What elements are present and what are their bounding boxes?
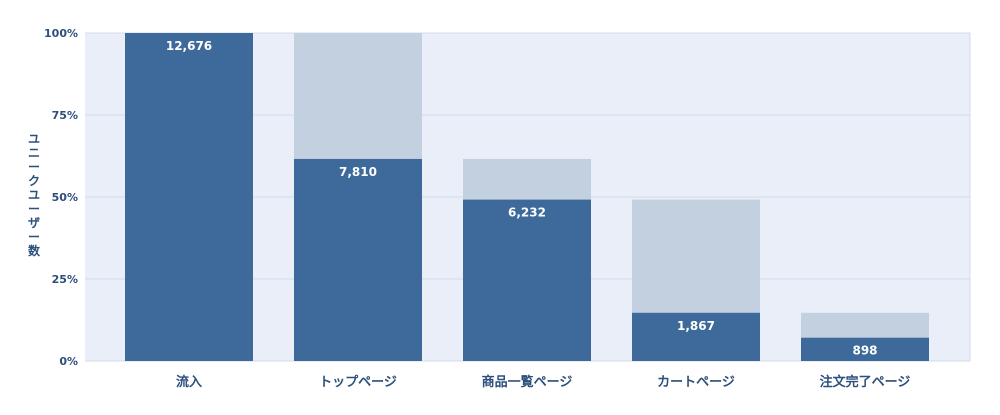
bar-data-label: 898 — [852, 344, 877, 358]
y-axis-title-char: ー — [28, 230, 40, 244]
y-axis-title: ユニークユーザー数 — [28, 132, 41, 258]
bar-value — [801, 337, 929, 361]
y-axis-title-char: ク — [28, 174, 40, 188]
x-category-label: トップページ — [319, 375, 397, 390]
y-tick-label: 100% — [44, 27, 78, 40]
bar-data-label: 7,810 — [339, 165, 377, 179]
y-tick-label: 75% — [52, 109, 78, 122]
bar-data-label: 1,867 — [677, 319, 715, 333]
data-labels: 12,676 7,810 6,232 1,867 898 — [166, 39, 878, 358]
bar-value — [463, 199, 591, 361]
bar-value — [294, 158, 422, 361]
y-tick-label: 25% — [52, 273, 78, 286]
y-axis-title-char: ー — [28, 160, 40, 174]
y-axis-title-char: ザ — [28, 216, 40, 230]
y-axis-title-char: ユ — [28, 188, 40, 202]
x-category-label: 商品一覧ページ — [482, 374, 573, 390]
y-tick-label: 50% — [52, 191, 78, 204]
bar-data-label: 12,676 — [166, 39, 212, 53]
axis-labels: 0% 25% 50% 75% 100% 流入 トップページ 商品一覧ページ カートページ 注文完了… — [44, 27, 910, 390]
x-category-label: 注文完了ページ — [820, 374, 911, 390]
bar-value — [125, 33, 253, 361]
bar-data-label: 6,232 — [508, 206, 546, 220]
bars — [125, 33, 929, 361]
x-category-label: カートページ — [657, 375, 735, 390]
y-axis-title-char: ユ — [28, 132, 40, 146]
bar-value — [632, 312, 760, 361]
y-axis-title-char: 数 — [28, 243, 41, 258]
x-category-label: 流入 — [176, 374, 202, 390]
y-axis-title-char: ー — [28, 202, 40, 216]
y-tick-label: 0% — [59, 355, 78, 368]
y-axis-title-char: ニ — [28, 146, 40, 160]
